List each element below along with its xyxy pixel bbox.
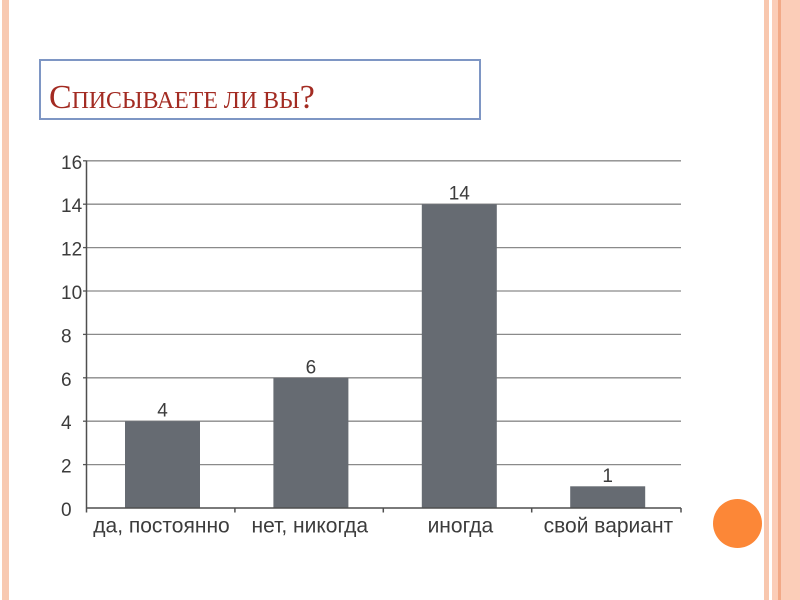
svg-text:1: 1 — [602, 466, 613, 487]
svg-text:нет, никогда: нет, никогда — [251, 514, 368, 537]
svg-text:4: 4 — [157, 401, 168, 422]
svg-text:14: 14 — [449, 184, 471, 205]
svg-text:2: 2 — [61, 457, 72, 478]
svg-text:8: 8 — [61, 326, 72, 347]
svg-text:12: 12 — [61, 240, 82, 261]
svg-text:14: 14 — [61, 196, 83, 217]
svg-text:10: 10 — [61, 283, 82, 304]
svg-text:0: 0 — [61, 500, 72, 521]
svg-text:6: 6 — [306, 357, 317, 378]
svg-text:6: 6 — [61, 370, 72, 391]
svg-text:свой вариант: свой вариант — [544, 514, 674, 537]
svg-text:да, постоянно: да, постоянно — [93, 514, 229, 537]
svg-text:16: 16 — [61, 153, 82, 174]
svg-text:4: 4 — [61, 413, 72, 434]
svg-text:иногда: иногда — [428, 514, 494, 537]
